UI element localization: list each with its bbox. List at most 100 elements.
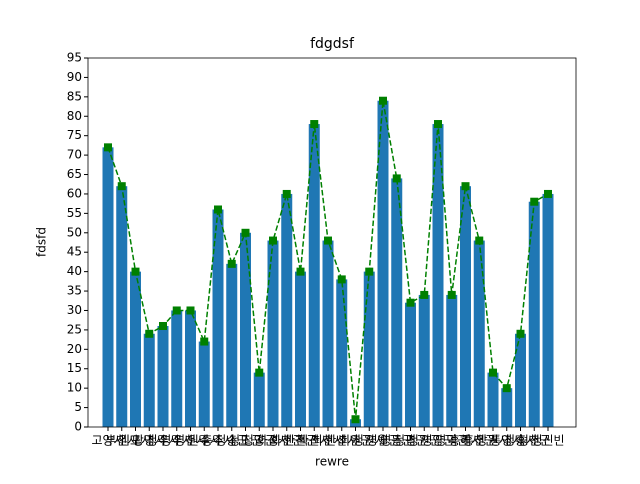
marker <box>200 337 209 346</box>
marker <box>227 259 236 268</box>
y-tick-label: 85 <box>67 89 82 103</box>
x-tick-label: 원주시 <box>188 434 221 448</box>
x-tick-label: 청평군 <box>394 434 427 448</box>
marker <box>544 189 552 198</box>
bar <box>130 271 141 427</box>
bar <box>226 263 238 427</box>
bar <box>405 302 416 427</box>
bar <box>391 178 403 427</box>
marker <box>406 298 415 307</box>
bar <box>171 310 183 427</box>
x-tick-label: 흥천군 <box>463 433 496 448</box>
x-tick-label: 영동군 <box>380 434 413 448</box>
marker <box>365 267 374 276</box>
bar <box>102 147 114 427</box>
y-tick-label: 20 <box>67 342 82 356</box>
marker <box>282 189 291 198</box>
marker <box>502 384 511 393</box>
bar <box>542 193 554 427</box>
bar <box>487 372 499 427</box>
bar <box>295 271 306 427</box>
marker <box>447 290 456 299</box>
y-tick-label: 70 <box>67 148 82 162</box>
x-tick-label: 청원시 <box>353 434 386 448</box>
marker <box>475 236 484 245</box>
bar <box>528 201 540 427</box>
x-tick-label: 부천시 <box>105 433 138 448</box>
x-tick-label: 망원시 <box>476 434 509 448</box>
x-axis-label: rewre <box>315 455 349 469</box>
marker <box>324 236 332 245</box>
marker <box>104 143 112 152</box>
x-tick-label: 충주시 <box>201 434 234 448</box>
marker <box>159 322 167 331</box>
y-tick-label: 60 <box>67 186 82 200</box>
y-tick-label: 10 <box>67 381 82 395</box>
x-tick-label: 최원군 <box>339 434 372 448</box>
bar <box>116 186 128 427</box>
bar <box>460 186 471 427</box>
bar <box>377 100 389 427</box>
y-tick-label: 50 <box>67 225 82 239</box>
y-tick-label: 30 <box>67 303 82 317</box>
x-tick-label: 청도군 <box>229 434 262 448</box>
marker <box>241 228 250 237</box>
x-tick-label: 김포시 <box>119 434 152 448</box>
bar <box>418 294 430 427</box>
marker <box>269 236 277 245</box>
y-tick-label: 75 <box>67 128 82 142</box>
chart-title: fdgdsf <box>310 36 355 52</box>
bar <box>501 388 513 427</box>
marker <box>420 290 429 299</box>
x-tick-label: 한산시 <box>325 434 358 448</box>
y-tick-label: 55 <box>67 206 82 220</box>
bar <box>143 333 155 427</box>
bar <box>432 124 444 427</box>
x-tick-label: 청주시 <box>146 434 179 448</box>
y-axis-label: fdsfd <box>35 227 49 257</box>
y-tick-label: 65 <box>67 167 82 181</box>
marker <box>516 329 525 338</box>
x-tick-label: 영월군 <box>366 434 399 448</box>
x-tick-label: 청흥시 <box>504 434 537 448</box>
x-tick-label: 청양군 <box>243 434 276 448</box>
plot-frame <box>87 57 577 428</box>
marker <box>145 329 154 338</box>
x-tick-label: 확산시 <box>298 434 331 448</box>
bar <box>308 124 320 427</box>
x-tick-label: 형천군 <box>518 433 551 448</box>
bar <box>185 310 196 427</box>
bar <box>267 240 279 427</box>
y-tick-label: 80 <box>67 109 82 123</box>
marker <box>489 368 497 377</box>
marker <box>530 197 539 206</box>
x-tick-label: 영천시 <box>174 433 207 448</box>
bar <box>322 240 334 427</box>
x-tick-label: 영주시 <box>160 434 193 448</box>
y-tick-label: 45 <box>67 245 82 259</box>
y-tick-label: 5 <box>74 400 82 414</box>
marker <box>296 267 305 276</box>
marker <box>351 415 360 424</box>
marker <box>392 174 401 183</box>
marker <box>131 267 140 276</box>
marker <box>379 96 387 105</box>
marker <box>172 306 181 315</box>
x-tick-label: 영양군 <box>421 434 454 448</box>
bar <box>212 209 224 427</box>
bar <box>281 193 293 427</box>
x-tick-label: 화성시 <box>256 434 289 448</box>
bar <box>473 240 485 427</box>
x-tick-label: 청신빈 <box>531 434 564 448</box>
x-tick-label: 영덕군 <box>435 434 468 448</box>
bar <box>198 341 210 427</box>
marker <box>117 182 126 191</box>
y-tick-label: 25 <box>67 322 82 336</box>
marker <box>310 120 319 129</box>
y-tick-label: 15 <box>67 361 82 375</box>
x-tick-label: 흥해시 <box>449 434 482 448</box>
marker <box>186 306 195 315</box>
bar <box>253 372 265 427</box>
x-tick-label: 청원군 <box>408 434 441 448</box>
